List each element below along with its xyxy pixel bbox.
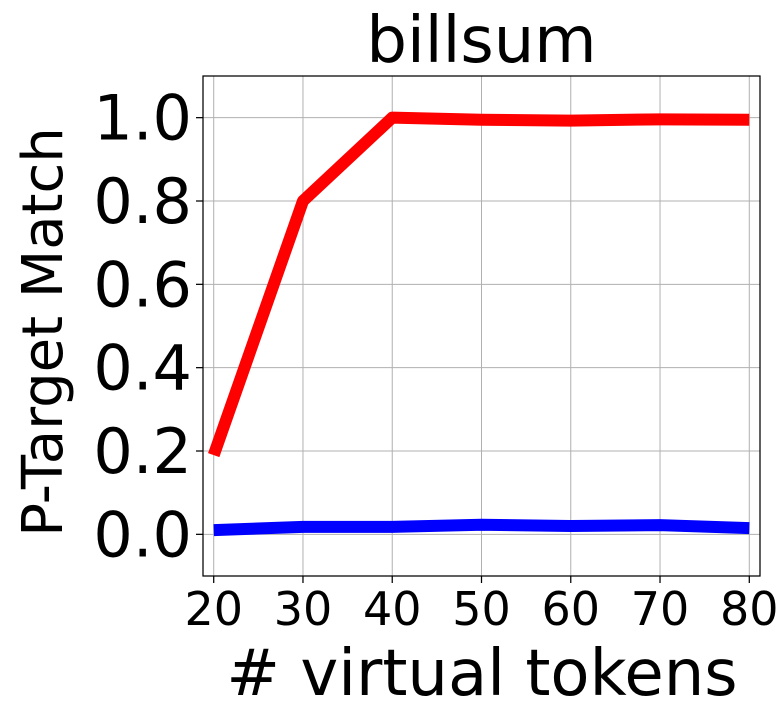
grid [203,76,760,576]
y-tick-label: 0.0 [93,498,192,571]
x-tick-label: 40 [363,582,422,636]
chart-title: billsum [366,4,596,78]
y-tick-label: 0.4 [93,332,192,405]
plot-series [208,111,750,537]
series-line-2 [213,518,750,537]
x-tick-label: 30 [274,582,333,636]
y-tick-label: 0.6 [93,248,192,321]
y-tick-label: 1.0 [93,82,192,155]
y-tick-label: 0.2 [93,415,192,488]
x-tick-label: 80 [720,582,778,636]
axis-ticks: 20 30 40 50 60 70 80 0.0 0.2 0.4 0.6 0.8 1.0 [93,82,778,636]
x-tick-label: 70 [631,582,690,636]
x-tick-label: 20 [184,582,243,636]
x-axis-label: # virtual tokens [226,637,737,711]
x-tick-label: 50 [452,582,511,636]
y-axis-label: P-Target Match [11,127,76,537]
y-tick-label: 0.8 [93,165,192,238]
x-tick-label: 60 [541,582,600,636]
